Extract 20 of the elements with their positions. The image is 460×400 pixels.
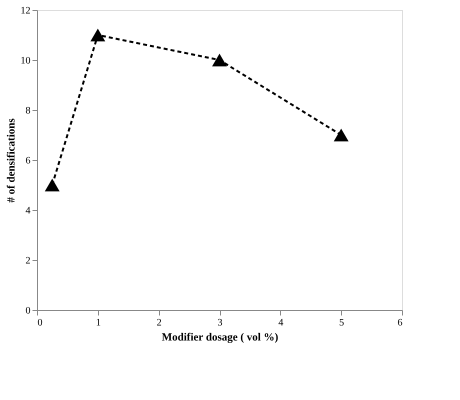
x-tick-label: 1 [96,318,101,328]
x-tick-label: 0 [38,318,42,328]
point [90,28,106,42]
y-tick-label: 2 [26,256,30,266]
point [212,54,227,66]
y-tick-label: 4 [26,206,30,216]
point [334,128,349,142]
y-axis-title: # of densifications [6,118,18,203]
point [44,178,60,192]
y-tick-label: 8 [26,106,30,116]
x-tick-label: 2 [156,318,162,328]
y-tick-label: 0 [26,306,30,316]
y-tick-label: 10 [20,56,30,66]
x-tick-label: 4 [278,318,284,328]
x-tick-label: 6 [398,318,402,328]
y-tick-label: 12 [20,6,30,16]
y-tick-label: 6 [26,156,30,166]
x-tick-label: 5 [339,318,344,328]
x-axis-title: Modifier dosage ( vol %) [162,332,279,344]
x-tick-label: 3 [218,318,222,328]
